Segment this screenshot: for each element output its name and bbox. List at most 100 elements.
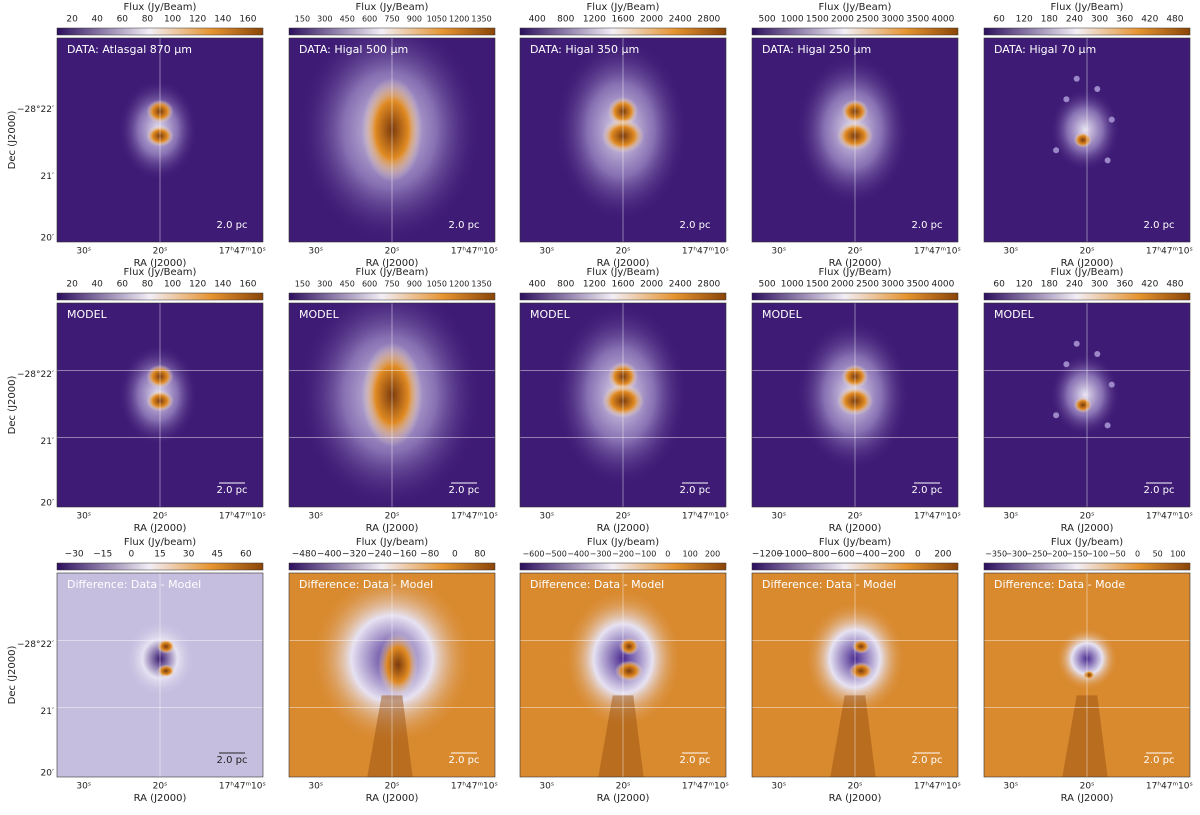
scalebar-label: 2.0 pc — [217, 485, 248, 496]
colorbar-tick: 200 — [705, 550, 720, 559]
colorbar-tick: 1350 — [471, 280, 491, 289]
panel-label: DATA: Higal 70 μm — [994, 43, 1096, 56]
colorbar-tick: −600 — [830, 550, 855, 560]
colorbar-tick: 500 — [758, 280, 775, 290]
x-tick-label: 20ˢ — [848, 247, 863, 257]
image — [57, 303, 263, 507]
colorbar-tick: 0 — [665, 550, 670, 559]
colorbar-label: Flux (Jy/beam) — [124, 537, 196, 548]
frame — [751, 37, 959, 243]
colorbar-tick: 2000 — [640, 280, 663, 290]
core — [157, 664, 175, 678]
x-axis-label: RA (J2000) — [134, 258, 187, 269]
colorbar — [56, 562, 264, 571]
colorbar-tick: 1200 — [583, 15, 606, 25]
colorbar-tick: 900 — [407, 15, 422, 24]
colorbar-tick: 150 — [295, 15, 310, 24]
image — [752, 38, 958, 242]
image — [984, 303, 1190, 507]
x-tick-label: 20ˢ — [153, 247, 168, 257]
y-tick-label: 20′ — [41, 498, 55, 508]
colorbar-tick: 1350 — [471, 15, 491, 24]
point-source — [1108, 381, 1115, 388]
colorbar-label: Flux (Jy/Beam) — [124, 2, 197, 13]
x-tick-label: 30ˢ — [308, 512, 323, 522]
point-source — [1073, 75, 1080, 82]
x-tick-label: 20ˢ — [616, 512, 631, 522]
colorbar-tick: 1000 — [781, 280, 804, 290]
x-tick-label: 20ˢ — [616, 247, 631, 257]
colorbar-label: Flux (Jy/Beam) — [1051, 2, 1124, 13]
image — [752, 303, 958, 507]
colorbar-tick: 0 — [1135, 550, 1140, 559]
colorbar-tick: 20 — [66, 280, 78, 290]
core — [619, 637, 639, 656]
point-source — [1094, 86, 1101, 92]
colorbar-tick: 300 — [317, 15, 332, 24]
colorbar-tick: 150 — [295, 280, 310, 289]
colorbar-tick: 3000 — [881, 15, 904, 25]
core — [849, 662, 873, 680]
frame — [751, 572, 959, 778]
frame — [519, 302, 727, 508]
x-tick-label: 17ʰ47ᵐ10ˢ — [451, 247, 498, 257]
frame — [983, 37, 1191, 243]
y-tick-label: −28°22′ — [17, 640, 54, 650]
panel: DATA: Higal 250 μm 2.0 pc Flux (Jy/Beam) 50… — [751, 2, 961, 269]
frame — [56, 37, 264, 243]
core — [1073, 397, 1092, 413]
colorbar-tick: −600 — [522, 550, 544, 559]
colorbar-tick: −1000 — [777, 550, 808, 560]
panel-label: Difference: Data - Model — [530, 578, 664, 591]
colorbar-tick: 1600 — [612, 15, 635, 25]
x-tick-label: 17ʰ47ᵐ10ˢ — [682, 247, 729, 257]
colorbar-tick: 300 — [1091, 280, 1108, 290]
x-tick-label: 20ˢ — [1080, 247, 1095, 257]
panel-label: Difference: Data - Model — [762, 578, 896, 591]
colorbar-tick: 2400 — [669, 15, 692, 25]
y-axis-label: Dec (J2000) — [7, 111, 18, 170]
colorbar-tick: −30 — [65, 550, 84, 560]
point-source — [1073, 340, 1080, 347]
colorbar-tick: 160 — [239, 280, 256, 290]
x-tick-label: 30ˢ — [308, 247, 323, 257]
x-tick-label: 17ʰ47ᵐ10ˢ — [1146, 782, 1193, 792]
colorbar-tick: 800 — [557, 15, 574, 25]
colorbar-tick: 0 — [915, 550, 921, 560]
point-source — [1053, 147, 1060, 154]
x-tick-label: 30ˢ — [1003, 247, 1018, 257]
core — [1082, 670, 1095, 680]
filament — [1062, 695, 1108, 777]
panel-label: DATA: Higal 500 μm — [299, 43, 408, 56]
colorbar-tick: −300 — [590, 550, 612, 559]
colorbar-tick: 4000 — [931, 15, 954, 25]
colorbar-tick: 0 — [129, 550, 135, 560]
colorbar-tick: 300 — [317, 280, 332, 289]
colorbar-tick: 120 — [189, 15, 206, 25]
x-axis-label: RA (J2000) — [597, 523, 650, 534]
panel: DATA: Atlasgal 870 μm 2.0 pc Flux (Jy/Beam… — [7, 2, 266, 269]
colorbar-tick: −160 — [392, 550, 417, 560]
image — [984, 38, 1190, 242]
x-tick-label: 17ʰ47ᵐ10ˢ — [219, 512, 266, 522]
colorbar-tick: 400 — [529, 15, 546, 25]
y-axis-label: Dec (J2000) — [7, 376, 18, 435]
filament — [367, 695, 413, 777]
colorbar-tick: 180 — [1041, 280, 1058, 290]
colorbar-tick: 500 — [758, 15, 775, 25]
colorbar-tick: 480 — [1166, 280, 1183, 290]
colorbar-label: Flux (Jy/Beam) — [1051, 267, 1124, 278]
colorbar-label: Flux (Jy/Beam) — [587, 2, 660, 13]
x-tick-label: 17ʰ47ᵐ10ˢ — [451, 782, 498, 792]
x-axis-label: RA (J2000) — [134, 523, 187, 534]
panel: MODEL 2.0 pc Flux (Jy/Beam) 150 300 450 600 750… — [288, 267, 498, 534]
x-tick-label: 20ˢ — [1080, 512, 1095, 522]
x-axis-label: RA (J2000) — [1061, 258, 1114, 269]
x-tick-label: 17ʰ47ᵐ10ˢ — [914, 512, 961, 522]
panel: Difference: Data - Mode 2.0 pc Flux (Jy/be… — [983, 537, 1193, 804]
scalebar-label: 2.0 pc — [912, 755, 943, 766]
colorbar-tick: 1000 — [781, 15, 804, 25]
colorbar — [288, 27, 496, 36]
x-axis-label: RA (J2000) — [366, 793, 419, 804]
colorbar-tick: −300 — [1005, 550, 1027, 559]
